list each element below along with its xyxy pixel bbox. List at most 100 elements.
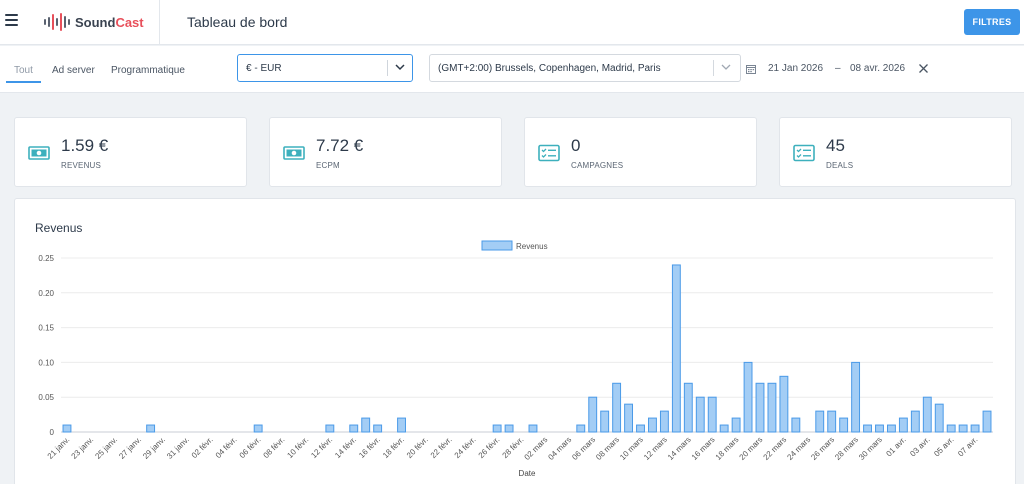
chart-bar	[528, 424, 538, 433]
banknote-icon	[28, 146, 50, 160]
x-tick-label: 16 févr.	[357, 435, 382, 460]
x-tick-label: 18 mars	[714, 435, 741, 462]
x-tick-label: 22 févr.	[429, 435, 454, 460]
chart-bar	[839, 417, 849, 433]
kpi-label: ECPM	[316, 161, 340, 170]
kpi-value: 0	[571, 136, 581, 155]
x-tick-label: 12 mars	[642, 435, 669, 462]
chart-bar	[588, 396, 598, 433]
chart-bar	[910, 410, 920, 433]
chart-bar	[875, 424, 884, 433]
filter-bar: Tout Ad server Programmatique € - EUR (G…	[0, 46, 1024, 93]
chart-bar	[600, 410, 610, 433]
x-tick-label: 04 févr.	[214, 435, 239, 460]
chart-bar	[767, 382, 777, 433]
y-tick-label: 0.05	[38, 393, 54, 402]
y-tick-label: 0.10	[38, 358, 54, 367]
x-tick-label: 02 mars	[523, 435, 550, 462]
legend-label: Revenus	[516, 242, 548, 251]
chevron-down-icon[interactable]	[720, 61, 732, 73]
tab-programmatique[interactable]: Programmatique	[111, 65, 185, 76]
chart-bar	[62, 424, 72, 433]
x-tick-label: 14 févr.	[333, 435, 358, 460]
chart-bar	[863, 424, 872, 433]
chart-bar	[743, 361, 753, 433]
app-logo[interactable]: SoundCast	[44, 11, 144, 33]
date-start[interactable]: 21 Jan 2026	[768, 63, 824, 74]
y-tick-label: 0.25	[38, 254, 54, 263]
filters-button[interactable]: FILTRES	[964, 9, 1020, 35]
chart-bar	[827, 410, 837, 433]
x-tick-label: 14 mars	[666, 435, 693, 462]
kpi-label: CAMPAGNES	[571, 161, 624, 170]
select-separator	[387, 60, 388, 76]
legend-swatch	[481, 240, 513, 251]
calendar-icon[interactable]	[746, 64, 756, 74]
x-tick-label: 06 mars	[570, 435, 597, 462]
chart-bar	[934, 403, 944, 433]
chart-bar	[636, 424, 645, 433]
currency-select[interactable]: € - EUR	[237, 54, 413, 82]
x-tick-label: 05 avr.	[932, 435, 955, 458]
menu-icon[interactable]	[5, 14, 18, 26]
x-tick-label: 24 mars	[785, 435, 812, 462]
select-separator	[713, 60, 714, 76]
page-title: Tableau de bord	[187, 14, 288, 30]
chart-title: Revenus	[35, 221, 83, 235]
chart-bar	[504, 424, 514, 433]
kpi-card-campagnes: 0 CAMPAGNES	[524, 117, 757, 187]
chart-bar	[492, 424, 502, 433]
timezone-select[interactable]: (GMT+2:00) Brussels, Copenhagen, Madrid,…	[429, 54, 741, 82]
chart-bar	[397, 417, 406, 433]
chart-bar	[719, 424, 729, 433]
chart-bar	[349, 424, 359, 433]
x-tick-label: 20 févr.	[405, 435, 430, 460]
chart-bar	[851, 361, 861, 433]
top-header: SoundCast Tableau de bord FILTRES	[0, 0, 1024, 45]
x-tick-label: 10 févr.	[285, 435, 310, 460]
chart-bar	[624, 403, 634, 433]
kpi-card-ecpm: 7.72 € ECPM	[269, 117, 502, 187]
x-tick-label: 18 févr.	[381, 435, 406, 460]
chart-bar	[325, 424, 335, 433]
chart-bar	[958, 424, 968, 433]
date-separator: –	[835, 63, 841, 74]
chart-bar	[612, 382, 622, 433]
x-tick-label: 12 févr.	[309, 435, 334, 460]
chart-bar	[898, 417, 908, 433]
chart-bar	[648, 417, 657, 433]
chart-bar	[707, 396, 717, 433]
logo-text: SoundCast	[75, 14, 144, 30]
x-tick-label: 28 mars	[833, 435, 860, 462]
kpi-value: 1.59 €	[61, 136, 109, 155]
tab-ad-server[interactable]: Ad server	[52, 65, 95, 76]
close-icon[interactable]	[918, 63, 929, 74]
x-tick-label: 26 mars	[809, 435, 836, 462]
x-tick-label: 24 févr.	[453, 435, 478, 460]
x-tick-label: 20 mars	[738, 435, 765, 462]
kpi-label: DEALS	[826, 161, 854, 170]
logo-waveform-icon	[44, 12, 70, 32]
chart-bar	[361, 417, 371, 433]
x-tick-label: 27 janv.	[117, 435, 143, 461]
x-tick-label: 04 mars	[546, 435, 573, 462]
chart-bar	[946, 424, 956, 433]
kpi-label: REVENUS	[61, 161, 102, 170]
x-tick-label: 07 avr.	[956, 435, 979, 458]
chart-bar	[886, 424, 896, 433]
x-tick-label: 23 janv.	[70, 435, 96, 461]
kpi-card-deals: 45 DEALS	[779, 117, 1012, 187]
chart-bar	[815, 410, 825, 433]
chevron-down-icon[interactable]	[394, 61, 406, 73]
x-tick-label: 30 mars	[857, 435, 884, 462]
kpi-value: 45	[826, 136, 845, 155]
header-divider	[159, 0, 160, 45]
x-tick-label: 06 févr.	[238, 435, 263, 460]
timezone-value: (GMT+2:00) Brussels, Copenhagen, Madrid,…	[438, 63, 661, 74]
revenue-chart: 0 0.05 0.10 0.15 0.20 0.25 21 janv.23 janv.25 …	[38, 240, 993, 478]
x-tick-label: 02 févr.	[190, 435, 215, 460]
date-end[interactable]: 08 avr. 2026	[850, 63, 906, 74]
x-axis-title: Date	[519, 469, 536, 478]
chart-bar	[779, 375, 789, 433]
tab-tout[interactable]: Tout	[14, 65, 33, 76]
